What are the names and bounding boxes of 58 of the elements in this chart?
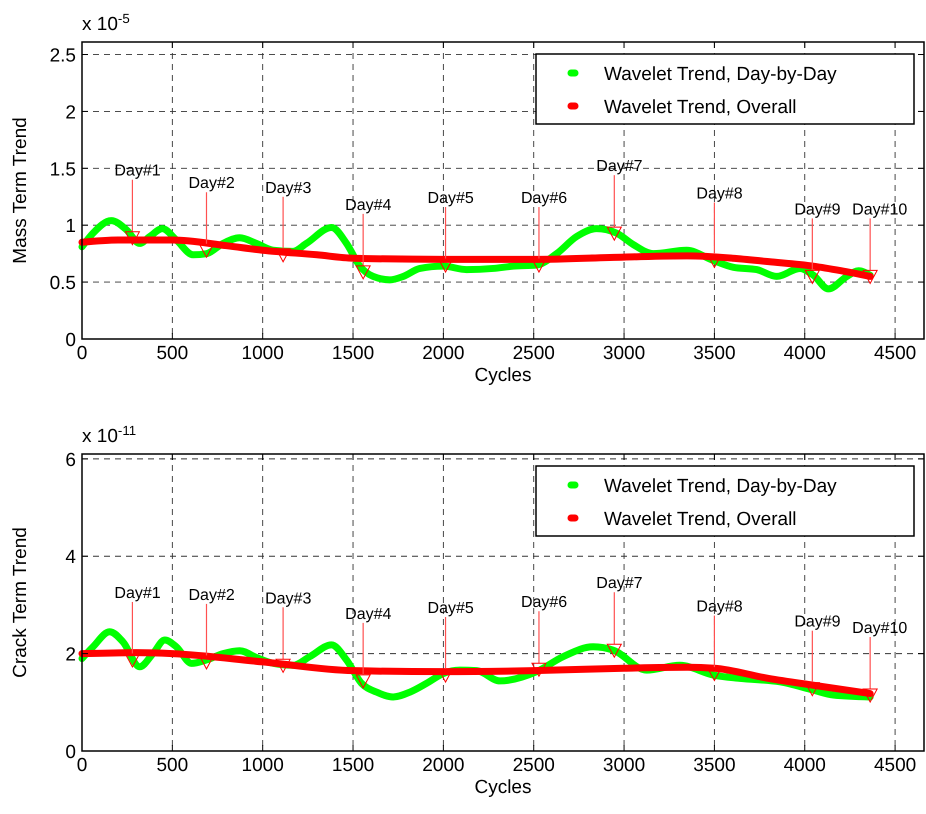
y-axis-title: Crack Term Trend	[10, 527, 31, 678]
x-tick-label: 4000	[784, 755, 826, 776]
x-tick-label: 500	[156, 343, 188, 364]
x-tick-label: 4000	[784, 343, 826, 364]
legend-label: Wavelet Trend, Overall	[604, 97, 797, 118]
x-axis-title: Cycles	[474, 365, 532, 386]
y-tick-label: 2.5	[50, 46, 76, 67]
y-tick-label: 0.5	[50, 273, 76, 294]
annotation: Day#8	[696, 598, 743, 616]
text: x 10$^{-5}$	[82, 10, 130, 35]
annotation: Day#1	[114, 162, 161, 180]
y-tick-label: 0	[65, 330, 76, 351]
y-tick-label: 1	[65, 216, 76, 238]
legend-label: Wavelet Trend, Day-by-Day	[604, 476, 838, 497]
x-tick-label: 4500	[874, 343, 916, 364]
annotation: Day#10	[852, 201, 908, 218]
annotation: Day#6	[520, 594, 568, 612]
legend-label: Wavelet Trend, Day-by-Day	[604, 64, 838, 85]
annotation: Day#8	[696, 185, 743, 202]
x-tick-label: 3500	[693, 343, 736, 364]
x-tick-label: 500	[156, 755, 188, 776]
x-tick-label: 2000	[422, 755, 465, 776]
y-tick-label: 4	[65, 547, 76, 568]
annotation: Day#4	[345, 606, 392, 623]
x-axis-title: Cycles	[474, 777, 532, 798]
x-tick-label: 1000	[242, 755, 284, 776]
text: x 10$^{-11}$	[82, 422, 136, 447]
y-tick-label: 1.5	[50, 159, 76, 180]
x-tick-label: 1000	[242, 343, 284, 364]
annotation: Day#7	[596, 158, 643, 176]
legend-label: Wavelet Trend, Overall	[604, 509, 797, 530]
annotation: Day#6	[520, 190, 568, 208]
x-tick-label: 3000	[602, 343, 646, 364]
annotation: Day#4	[345, 196, 392, 214]
annotation: Day#2	[188, 586, 235, 604]
x-tick-label: 3500	[693, 755, 736, 776]
annotation: Day#7	[596, 575, 643, 592]
annotation: Day#3	[265, 590, 312, 608]
x-tick-label: 1500	[332, 343, 374, 364]
annotation: Day#5	[428, 190, 474, 208]
x-tick-label: 1500	[332, 755, 374, 776]
y-axis-title: Mass Term Trend	[10, 117, 31, 264]
x-tick-label: 3000	[602, 755, 646, 776]
annotation: Day#1	[114, 584, 161, 602]
x-tick-label: 2500	[512, 343, 555, 364]
y-tick-label: 2	[65, 102, 76, 124]
y-tick-label: 2	[65, 644, 76, 666]
y-tick-label: 0	[65, 742, 76, 763]
annotation: Day#9	[794, 201, 841, 218]
annotation: Day#2	[188, 175, 235, 192]
annotation: Day#9	[794, 614, 841, 631]
x-tick-label: 2000	[422, 343, 465, 364]
annotation: Day#5	[428, 600, 474, 618]
annotation: Day#10	[852, 620, 908, 638]
x-tick-label: 2500	[512, 755, 555, 776]
annotation: Day#3	[265, 180, 312, 197]
y-tick-label: 6	[65, 450, 76, 471]
x-tick-label: 4500	[874, 755, 916, 776]
